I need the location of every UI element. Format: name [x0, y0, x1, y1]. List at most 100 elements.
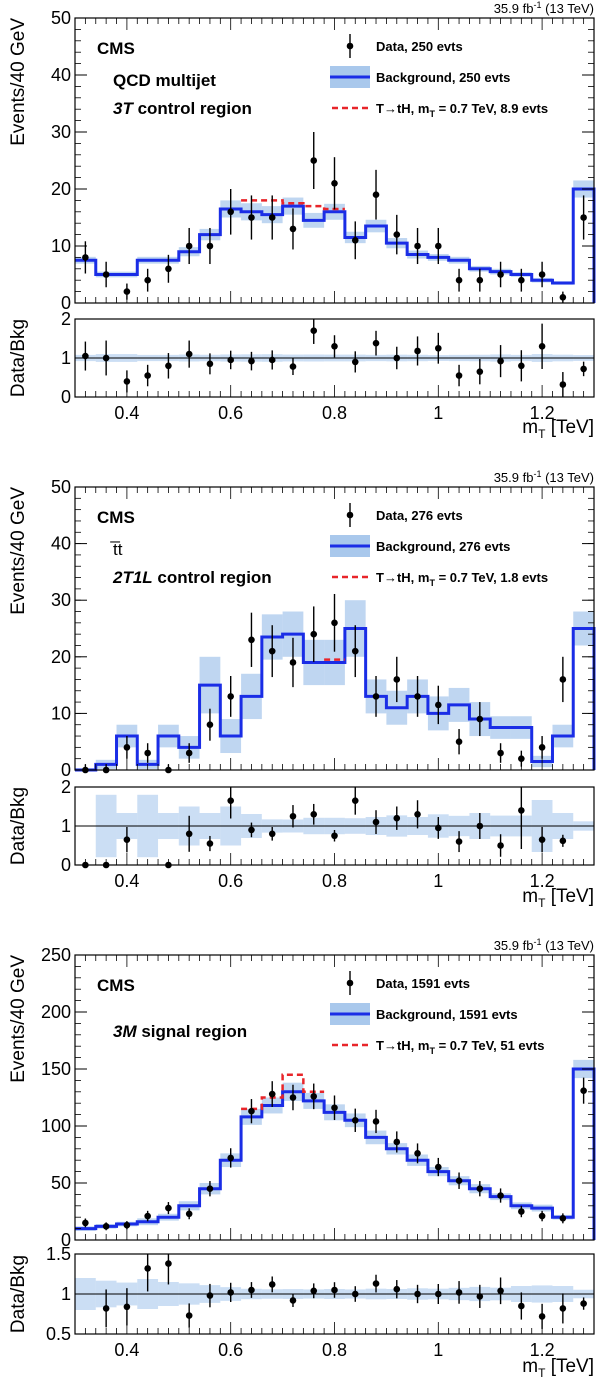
data-point — [206, 1185, 214, 1192]
data-point — [289, 1094, 297, 1101]
data-point — [227, 1154, 234, 1162]
data-point — [435, 242, 442, 250]
ratio-y-tick-label: 1 — [61, 348, 71, 368]
ratio-point — [497, 842, 504, 849]
background-histogram — [75, 1067, 596, 1240]
ratio-y-tick-label: 0 — [61, 855, 71, 875]
data-point — [518, 276, 525, 284]
data-point — [248, 1107, 255, 1115]
ratio-point — [206, 360, 214, 368]
y-tick-label: 20 — [51, 647, 71, 667]
data-point — [372, 1118, 380, 1125]
data-point — [476, 1185, 484, 1192]
x-tick-label: 1 — [433, 403, 443, 423]
data-point — [351, 1117, 359, 1124]
data-point — [372, 191, 380, 198]
data-point — [310, 1093, 318, 1100]
data-point — [227, 208, 234, 216]
data-point — [331, 180, 338, 187]
y-tick-label: 10 — [51, 236, 71, 256]
legend-bkg-label: Background, 1591 evts — [376, 1007, 518, 1022]
legend-data-label: Data, 1591 evts — [376, 976, 470, 991]
process-label: QCD multijet — [113, 71, 216, 90]
data-point — [393, 231, 401, 238]
data-point — [455, 1177, 463, 1185]
ratio-point — [144, 1265, 151, 1272]
ratio-y-tick-label: 1.5 — [46, 1244, 71, 1264]
ratio-point — [559, 1305, 567, 1312]
y-tick-label: 30 — [51, 590, 71, 610]
data-point — [414, 693, 421, 700]
ratio-point — [538, 1313, 546, 1320]
x-tick-label: 1.2 — [530, 403, 555, 423]
data-point — [435, 1163, 442, 1171]
data-point — [144, 276, 151, 284]
cms-label: CMS — [97, 976, 135, 995]
x-axis-label: mT [TeV] — [522, 886, 594, 910]
ratio-y-tick-label: 0.5 — [46, 1324, 71, 1344]
lumi-label: 35.9 fb-1 (13 TeV) — [494, 937, 594, 953]
data-point — [102, 271, 110, 278]
ratio-point — [372, 818, 380, 826]
x-tick-label: 0.4 — [114, 871, 139, 891]
data-point — [165, 265, 172, 273]
ratio-point — [289, 363, 297, 370]
x-axis-label: mT [TeV] — [522, 1356, 594, 1380]
data-point — [123, 1221, 131, 1229]
ratio-y-tick-label: 2 — [61, 777, 71, 797]
ratio-y-tick-label: 0 — [61, 387, 71, 407]
data-point — [538, 744, 546, 751]
data-point — [580, 214, 587, 221]
ratio-point — [331, 1286, 338, 1294]
cms-label: CMS — [97, 39, 135, 58]
ratio-point — [123, 836, 131, 843]
ratio-point — [351, 797, 359, 804]
y-axis-label: Events/40 GeV — [8, 487, 29, 615]
data-point — [102, 1223, 110, 1230]
panel-1: 0 10 20 30 40 50 0 1 2 0.4 0.6 0.8 1 1.2 Events/40 GeV… — [8, 0, 596, 441]
ratio-point — [289, 812, 297, 820]
data-point — [206, 242, 214, 250]
data-point — [185, 242, 193, 250]
data-point — [82, 1219, 89, 1227]
ratio-point — [248, 826, 255, 834]
ratio-point — [268, 830, 276, 838]
ratio-point — [310, 811, 318, 818]
data-point — [559, 1215, 567, 1222]
y-tick-label: 20 — [51, 179, 71, 199]
region-label: 2T1L control region — [112, 568, 272, 587]
data-point — [268, 1090, 276, 1098]
data-point — [497, 271, 504, 278]
ratio-point — [393, 1285, 401, 1293]
ratio-point — [372, 1280, 380, 1287]
x-tick-label: 0.4 — [114, 403, 139, 423]
ratio-point — [538, 343, 546, 350]
data-point — [497, 1192, 504, 1199]
y-tick-label: 200 — [41, 1002, 71, 1022]
y-tick-label: 250 — [41, 945, 71, 965]
data-point — [414, 242, 421, 250]
ratio-point — [497, 1287, 504, 1295]
data-point — [331, 619, 338, 627]
x-axis-label: mT [TeV] — [522, 417, 594, 441]
ratio-point — [248, 357, 255, 365]
data-point — [351, 237, 359, 244]
ratio-point — [185, 830, 193, 838]
data-point — [393, 1138, 401, 1146]
ratio-point — [185, 350, 193, 358]
legend-data-marker — [346, 979, 354, 987]
y-tick-label: 10 — [51, 703, 71, 723]
data-point — [289, 659, 297, 666]
ratio-point — [268, 1281, 276, 1288]
ratio-point — [351, 358, 359, 366]
process-label: t̅t — [110, 540, 123, 559]
ratio-point — [289, 1297, 297, 1304]
y-tick-label: 50 — [51, 477, 71, 497]
signal-histogram — [241, 199, 345, 211]
y-axis-label: Events/40 GeV — [8, 18, 29, 146]
data-point — [351, 647, 359, 655]
data-point — [331, 1104, 338, 1112]
y-axis-label: Events/40 GeV — [8, 955, 29, 1083]
legend-signal-label: T→tH, mT = 0.7 TeV, 51 evts — [376, 1038, 544, 1056]
